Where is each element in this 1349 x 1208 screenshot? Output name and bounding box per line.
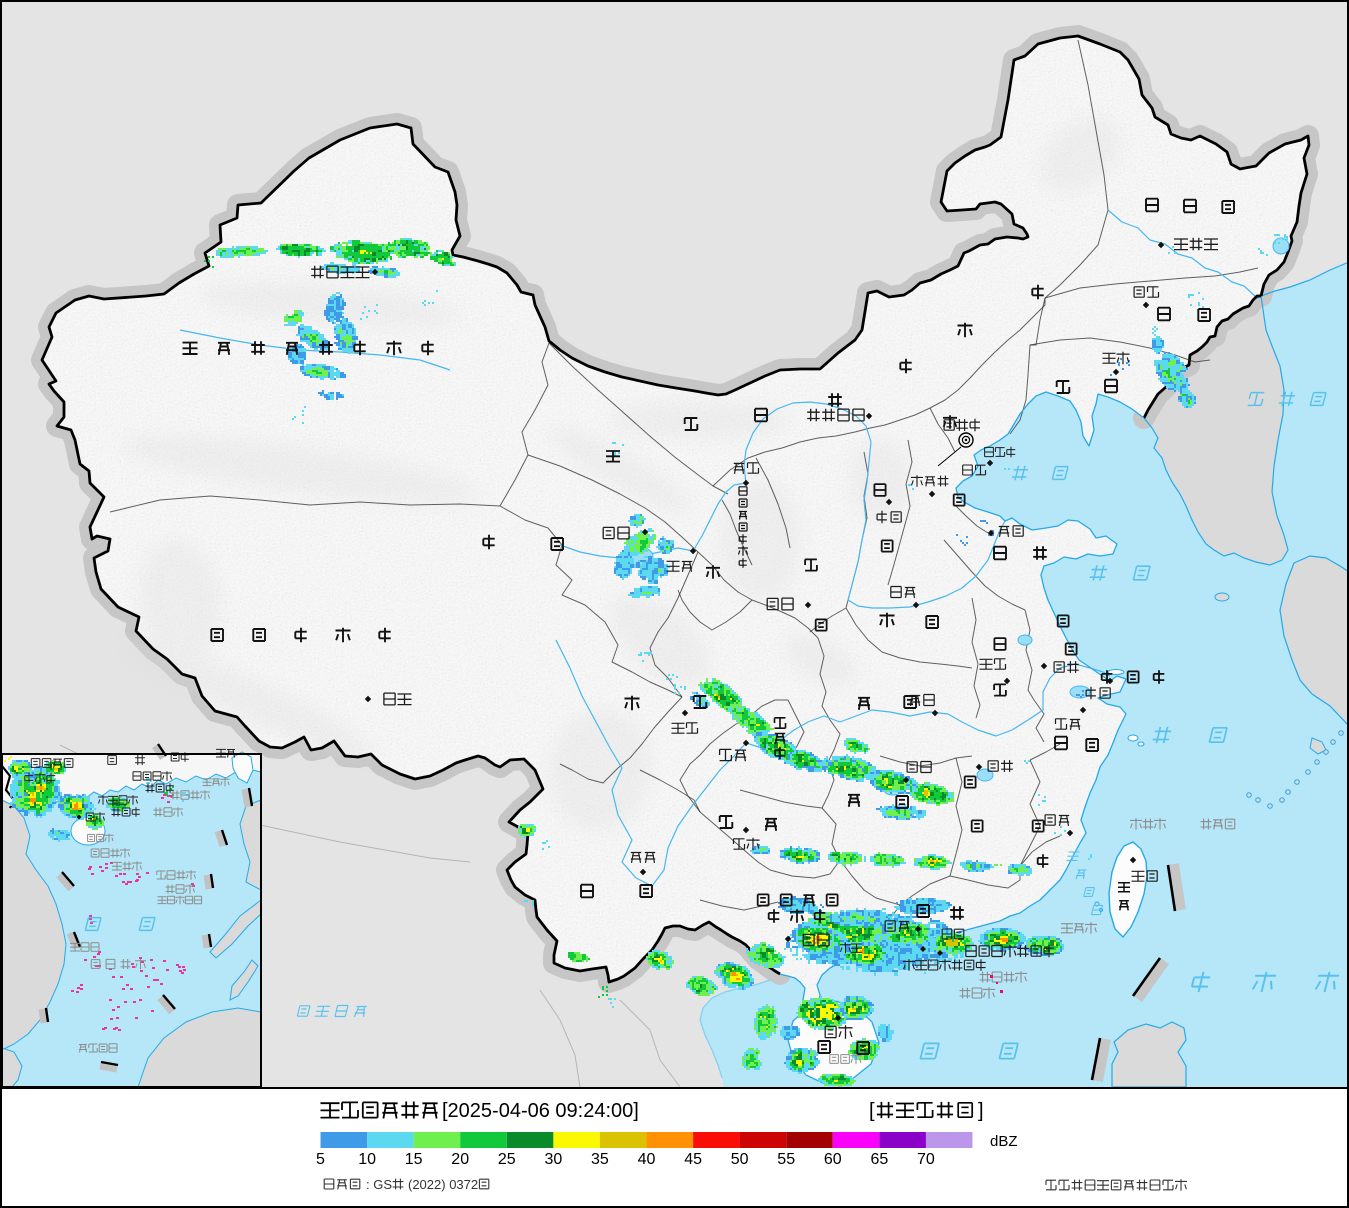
svg-text:[2025-04-06 09:24:00]: [2025-04-06 09:24:00] xyxy=(442,1100,639,1122)
svg-text:30: 30 xyxy=(545,1151,563,1168)
svg-text:10: 10 xyxy=(358,1151,376,1168)
svg-text:35: 35 xyxy=(591,1151,609,1168)
svg-text:70: 70 xyxy=(917,1151,935,1168)
svg-text:45: 45 xyxy=(684,1151,702,1168)
svg-text:65: 65 xyxy=(871,1151,889,1168)
svg-text:[: [ xyxy=(869,1100,875,1122)
svg-text:55: 55 xyxy=(777,1151,795,1168)
svg-text:40: 40 xyxy=(638,1151,656,1168)
svg-text:15: 15 xyxy=(405,1151,423,1168)
svg-text:]: ] xyxy=(978,1100,984,1122)
svg-text:25: 25 xyxy=(498,1151,516,1168)
svg-text:dBZ: dBZ xyxy=(990,1133,1018,1150)
svg-text:5: 5 xyxy=(316,1151,325,1168)
svg-text:: GS: : GS xyxy=(366,1177,392,1192)
svg-text:60: 60 xyxy=(824,1151,842,1168)
svg-text:20: 20 xyxy=(451,1151,469,1168)
svg-text:50: 50 xyxy=(731,1151,749,1168)
svg-text:(2022) 0372: (2022) 0372 xyxy=(408,1177,478,1192)
